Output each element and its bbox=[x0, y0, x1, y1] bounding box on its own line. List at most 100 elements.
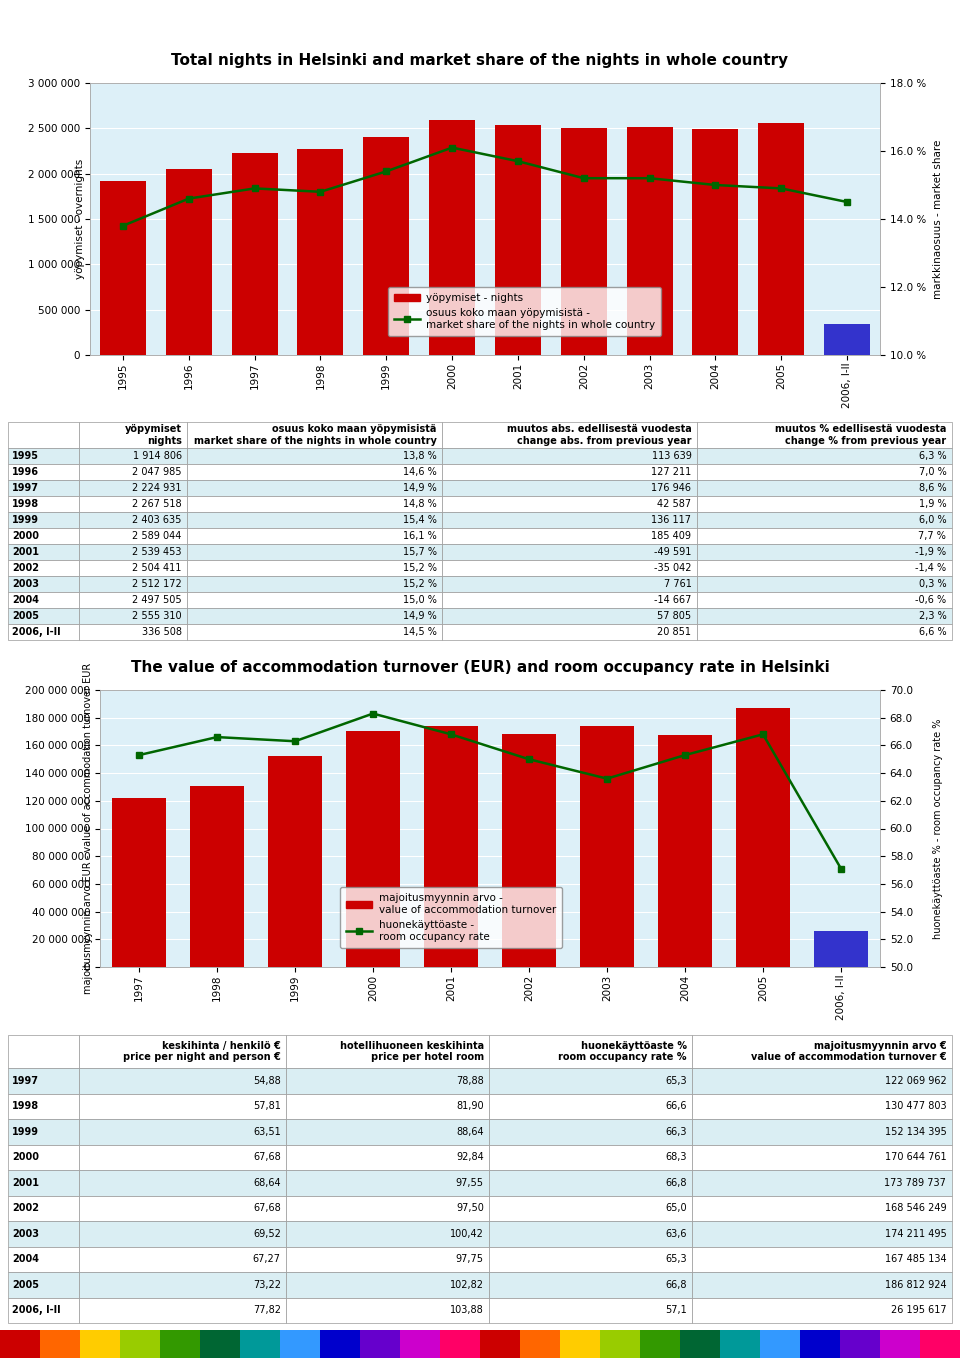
Bar bbox=[600, 1329, 640, 1358]
Bar bbox=[490, 1093, 692, 1119]
Text: 0,3 %: 0,3 % bbox=[919, 579, 947, 589]
Bar bbox=[286, 1221, 490, 1247]
Bar bbox=[120, 1329, 160, 1358]
Text: 2 589 044: 2 589 044 bbox=[132, 531, 181, 540]
Bar bbox=[443, 496, 697, 512]
Bar bbox=[8, 448, 79, 464]
Bar bbox=[79, 448, 187, 464]
Text: 1999: 1999 bbox=[12, 515, 38, 526]
Bar bbox=[692, 1221, 952, 1247]
Bar bbox=[8, 1221, 79, 1247]
Bar bbox=[100, 182, 146, 354]
Bar bbox=[692, 1069, 952, 1093]
Bar bbox=[8, 528, 79, 545]
Bar bbox=[187, 625, 443, 640]
Text: yöpymiset
nights: yöpymiset nights bbox=[125, 424, 181, 445]
Bar bbox=[443, 528, 697, 545]
Bar bbox=[187, 496, 443, 512]
Bar bbox=[286, 1035, 490, 1069]
Text: 336 508: 336 508 bbox=[142, 627, 181, 637]
Bar bbox=[298, 149, 344, 354]
Bar bbox=[79, 464, 187, 481]
Bar bbox=[79, 422, 187, 448]
Text: hotellihuoneen keskihinta
price per hotel room: hotellihuoneen keskihinta price per hote… bbox=[340, 1040, 484, 1062]
Text: 15,2 %: 15,2 % bbox=[402, 564, 437, 573]
Text: 7 761: 7 761 bbox=[663, 579, 691, 589]
Bar bbox=[79, 1247, 286, 1272]
Text: 2 504 411: 2 504 411 bbox=[132, 564, 181, 573]
Text: 1,9 %: 1,9 % bbox=[919, 500, 947, 509]
Bar bbox=[286, 1272, 490, 1297]
Bar bbox=[658, 735, 712, 967]
Bar bbox=[697, 608, 952, 625]
Text: 15,2 %: 15,2 % bbox=[402, 579, 437, 589]
Text: 16,1 %: 16,1 % bbox=[403, 531, 437, 540]
Bar bbox=[502, 733, 556, 967]
Bar bbox=[187, 545, 443, 559]
Bar bbox=[443, 592, 697, 608]
Bar bbox=[160, 1329, 200, 1358]
Bar bbox=[692, 1272, 952, 1297]
Text: 26 195 617: 26 195 617 bbox=[891, 1305, 947, 1316]
Text: 3: 3 bbox=[935, 11, 946, 27]
Text: 8,6 %: 8,6 % bbox=[919, 483, 947, 493]
Bar bbox=[680, 1329, 720, 1358]
Bar bbox=[0, 1329, 40, 1358]
Text: 170 644 761: 170 644 761 bbox=[885, 1153, 947, 1162]
Text: 6,6 %: 6,6 % bbox=[919, 627, 947, 637]
Text: 57,1: 57,1 bbox=[665, 1305, 686, 1316]
Text: 2 403 635: 2 403 635 bbox=[132, 515, 181, 526]
Text: 65,3: 65,3 bbox=[665, 1255, 686, 1264]
Bar bbox=[79, 1069, 286, 1093]
Text: 2006, I-II: 2006, I-II bbox=[12, 627, 60, 637]
Text: 7,7 %: 7,7 % bbox=[919, 531, 947, 540]
Text: 102,82: 102,82 bbox=[450, 1279, 484, 1290]
Text: 68,64: 68,64 bbox=[253, 1177, 281, 1188]
Text: 2004: 2004 bbox=[12, 1255, 38, 1264]
Text: 2000: 2000 bbox=[12, 531, 38, 540]
Text: HELSINKI TOURISM STATISTICS: HELSINKI TOURISM STATISTICS bbox=[359, 12, 601, 26]
Bar bbox=[490, 1035, 692, 1069]
Bar bbox=[443, 422, 697, 448]
Text: 69,52: 69,52 bbox=[252, 1229, 281, 1238]
Text: 2 047 985: 2 047 985 bbox=[132, 467, 181, 477]
Bar bbox=[80, 1329, 120, 1358]
Bar bbox=[286, 1195, 490, 1221]
Bar bbox=[280, 1329, 320, 1358]
Bar bbox=[200, 1329, 240, 1358]
Text: 2 497 505: 2 497 505 bbox=[132, 595, 181, 606]
Text: 2 267 518: 2 267 518 bbox=[132, 500, 181, 509]
Bar bbox=[346, 731, 400, 967]
Bar bbox=[697, 625, 952, 640]
Text: majoitusmyynnin arvo €
value of accommodation turnover €: majoitusmyynnin arvo € value of accommod… bbox=[751, 1040, 947, 1062]
Bar bbox=[697, 422, 952, 448]
Bar bbox=[480, 1329, 520, 1358]
Text: muutos abs. edellisestä vuodesta
change abs. from previous year: muutos abs. edellisestä vuodesta change … bbox=[507, 424, 691, 445]
Bar bbox=[8, 422, 79, 448]
Bar bbox=[490, 1171, 692, 1195]
Bar bbox=[8, 1093, 79, 1119]
Bar bbox=[79, 1221, 286, 1247]
Text: -1,9 %: -1,9 % bbox=[915, 547, 947, 557]
Text: 2 539 453: 2 539 453 bbox=[132, 547, 181, 557]
Bar bbox=[79, 1145, 286, 1171]
Text: 167 485 134: 167 485 134 bbox=[885, 1255, 947, 1264]
Bar bbox=[697, 464, 952, 481]
Text: 73,22: 73,22 bbox=[252, 1279, 281, 1290]
Bar bbox=[561, 128, 607, 354]
Text: 66,8: 66,8 bbox=[665, 1279, 686, 1290]
Text: 13,8 %: 13,8 % bbox=[403, 451, 437, 462]
Bar bbox=[286, 1069, 490, 1093]
Text: 122 069 962: 122 069 962 bbox=[884, 1076, 947, 1086]
Text: 2002: 2002 bbox=[12, 564, 38, 573]
Text: 2003: 2003 bbox=[12, 579, 38, 589]
Bar bbox=[920, 1329, 960, 1358]
Bar bbox=[79, 1035, 286, 1069]
Bar bbox=[443, 625, 697, 640]
Text: 130 477 803: 130 477 803 bbox=[885, 1101, 947, 1111]
Bar bbox=[187, 608, 443, 625]
Bar bbox=[697, 576, 952, 592]
Bar bbox=[580, 725, 635, 967]
Bar bbox=[697, 481, 952, 496]
Bar bbox=[363, 137, 409, 354]
